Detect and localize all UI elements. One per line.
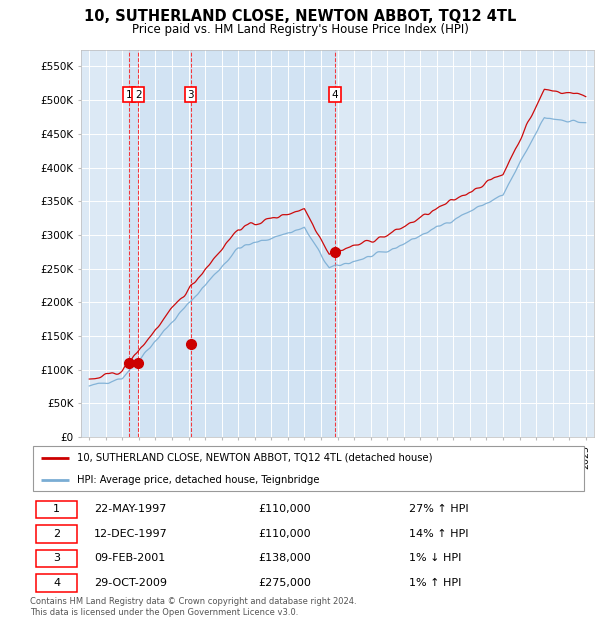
Text: 2: 2 (135, 90, 142, 100)
FancyBboxPatch shape (33, 446, 584, 491)
Text: HPI: Average price, detached house, Teignbridge: HPI: Average price, detached house, Teig… (77, 475, 320, 485)
Text: 1% ↓ HPI: 1% ↓ HPI (409, 554, 462, 564)
Text: 1: 1 (125, 90, 132, 100)
Text: 4: 4 (331, 90, 338, 100)
Text: 10, SUTHERLAND CLOSE, NEWTON ABBOT, TQ12 4TL (detached house): 10, SUTHERLAND CLOSE, NEWTON ABBOT, TQ12… (77, 453, 433, 463)
Text: 14% ↑ HPI: 14% ↑ HPI (409, 529, 469, 539)
FancyBboxPatch shape (35, 525, 77, 542)
Text: 22-MAY-1997: 22-MAY-1997 (94, 505, 167, 515)
Text: £138,000: £138,000 (259, 554, 311, 564)
Text: 4: 4 (53, 578, 60, 588)
Text: £275,000: £275,000 (259, 578, 311, 588)
Text: 1% ↑ HPI: 1% ↑ HPI (409, 578, 462, 588)
Text: 29-OCT-2009: 29-OCT-2009 (94, 578, 167, 588)
Text: Contains HM Land Registry data © Crown copyright and database right 2024.
This d: Contains HM Land Registry data © Crown c… (30, 598, 356, 617)
Text: 09-FEB-2001: 09-FEB-2001 (94, 554, 166, 564)
Text: 10, SUTHERLAND CLOSE, NEWTON ABBOT, TQ12 4TL: 10, SUTHERLAND CLOSE, NEWTON ABBOT, TQ12… (84, 9, 516, 24)
Text: £110,000: £110,000 (259, 529, 311, 539)
Text: 2: 2 (53, 529, 60, 539)
FancyBboxPatch shape (35, 550, 77, 567)
Text: £110,000: £110,000 (259, 505, 311, 515)
Text: 12-DEC-1997: 12-DEC-1997 (94, 529, 168, 539)
FancyBboxPatch shape (35, 574, 77, 591)
Text: 27% ↑ HPI: 27% ↑ HPI (409, 505, 469, 515)
Bar (128, 50, 335, 437)
FancyBboxPatch shape (35, 501, 77, 518)
Text: 1: 1 (53, 505, 60, 515)
Text: 3: 3 (53, 554, 60, 564)
Text: 3: 3 (187, 90, 194, 100)
Text: Price paid vs. HM Land Registry's House Price Index (HPI): Price paid vs. HM Land Registry's House … (131, 23, 469, 36)
